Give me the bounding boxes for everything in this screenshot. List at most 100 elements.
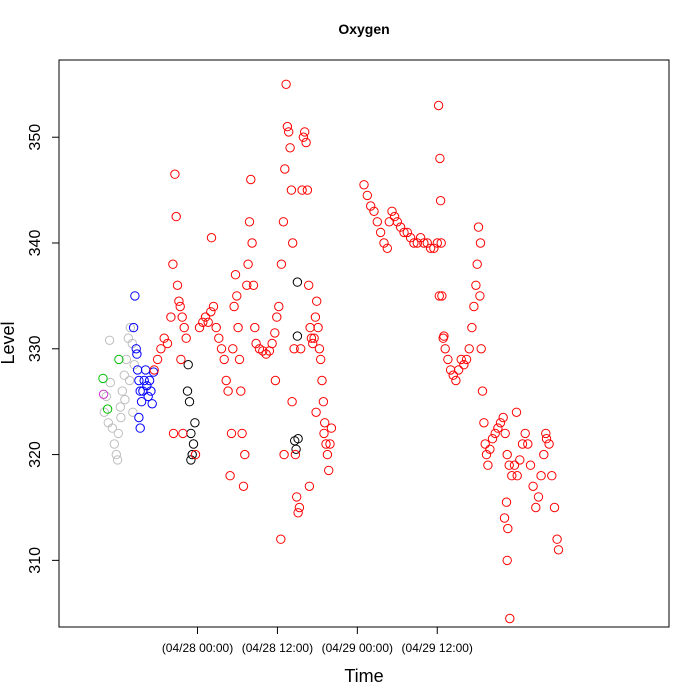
data-point	[247, 238, 257, 248]
data-point	[539, 449, 549, 460]
data-point	[541, 434, 552, 444]
data-point	[471, 280, 481, 290]
data-point	[432, 238, 442, 248]
y-tick-label: 350	[27, 124, 44, 151]
data-point	[434, 291, 444, 301]
data-point	[113, 428, 124, 439]
data-point	[415, 233, 426, 243]
data-point	[282, 121, 293, 132]
data-point	[131, 344, 141, 354]
data-point	[300, 127, 310, 137]
data-point	[467, 322, 477, 333]
data-point	[194, 322, 205, 333]
data-point	[280, 164, 290, 174]
data-point	[405, 233, 416, 243]
data-point	[297, 185, 307, 195]
data-point	[251, 338, 261, 349]
y-tick-label: 340	[27, 230, 44, 257]
x-tick-label: (04/28 00:00)	[162, 641, 233, 655]
data-point	[312, 296, 322, 306]
data-point	[115, 402, 126, 412]
data-point	[147, 399, 157, 409]
data-point	[135, 386, 145, 396]
data-point	[186, 455, 196, 465]
data-point	[306, 333, 317, 343]
data-point	[179, 322, 189, 333]
data-point	[289, 344, 299, 354]
data-point	[290, 449, 301, 460]
data-point	[116, 412, 126, 423]
data-point	[448, 370, 458, 380]
data-point	[221, 375, 231, 386]
data-point	[443, 354, 453, 365]
data-point	[511, 407, 522, 417]
data-point	[112, 455, 123, 465]
data-point	[453, 365, 464, 375]
data-point	[270, 328, 280, 338]
data-point	[501, 497, 512, 507]
data-point	[98, 373, 108, 384]
data-point	[234, 354, 245, 365]
data-point	[503, 523, 513, 534]
data-point	[276, 534, 286, 544]
x-tick-label: (04/29 12:00)	[402, 641, 473, 655]
data-point	[326, 423, 337, 433]
data-point	[490, 428, 500, 439]
data-point	[129, 360, 140, 370]
data-point	[296, 344, 306, 354]
data-point	[533, 492, 544, 502]
data-point	[316, 354, 326, 365]
data-point	[223, 386, 233, 396]
data-point	[125, 322, 136, 333]
x-tick-label: (04/28 12:00)	[242, 641, 313, 655]
data-point	[451, 375, 461, 386]
y-axis: 310 320 330 340 350	[27, 124, 60, 574]
data-point	[362, 190, 372, 201]
x-axis-label: Time	[344, 666, 383, 686]
data-point	[372, 217, 382, 227]
data-point	[248, 280, 259, 290]
data-point	[366, 201, 376, 211]
data-point	[422, 238, 432, 248]
data-point	[507, 471, 517, 481]
data-point	[528, 481, 538, 491]
data-point	[232, 291, 242, 301]
data-point	[531, 502, 541, 513]
data-point	[144, 375, 155, 386]
data-point	[258, 346, 268, 356]
data-point	[483, 460, 493, 470]
data-point	[134, 412, 144, 423]
data-point	[500, 428, 510, 439]
data-point	[317, 375, 327, 386]
data-point	[238, 481, 249, 491]
data-point	[176, 354, 186, 365]
x-axis: (04/28 00:00) (04/28 12:00) (04/29 00:00) (…	[162, 626, 473, 655]
data-point	[379, 238, 389, 248]
data-point	[437, 291, 447, 301]
data-point	[290, 436, 300, 446]
data-point	[206, 307, 216, 317]
y-tick-label: 310	[27, 547, 44, 574]
data-point	[321, 439, 331, 449]
data-point	[319, 428, 329, 439]
data-point	[461, 354, 472, 365]
data-point	[392, 217, 402, 227]
y-tick-label: 330	[27, 335, 44, 362]
data-point	[135, 423, 145, 433]
data-point	[149, 365, 159, 375]
data-point	[395, 222, 406, 232]
data-point	[515, 455, 525, 465]
data-point	[203, 317, 213, 327]
data-point	[552, 534, 562, 544]
data-point	[261, 349, 271, 359]
data-point	[475, 291, 485, 301]
data-point	[243, 259, 253, 269]
data-point	[128, 407, 138, 417]
data-point	[473, 222, 484, 232]
data-point	[409, 238, 419, 248]
data-point	[162, 338, 173, 349]
x-tick-label: (04/29 00:00)	[322, 641, 393, 655]
data-point	[480, 439, 490, 449]
y-axis-label: Level	[0, 321, 18, 364]
